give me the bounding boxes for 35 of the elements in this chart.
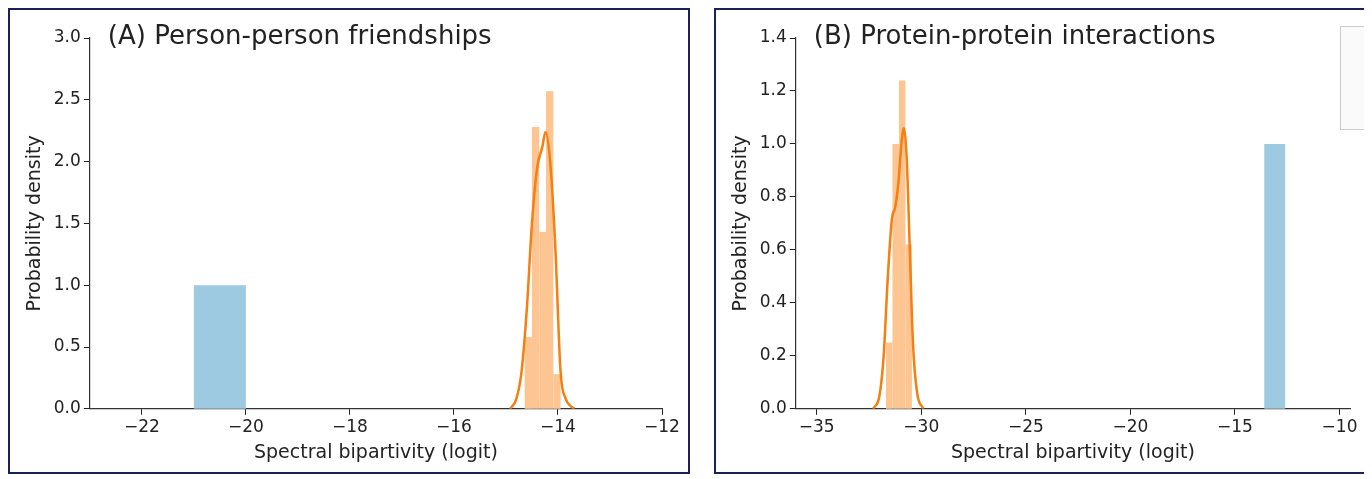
y-tick-label: 1.0 bbox=[759, 132, 787, 153]
y-tick-label: 0.8 bbox=[759, 185, 787, 206]
x-tick-label: −25 bbox=[1007, 416, 1044, 437]
line-series bbox=[871, 126, 925, 409]
x-tick-label: −16 bbox=[435, 416, 472, 437]
y-tick-label: 0.2 bbox=[759, 344, 787, 365]
x-tick-label: −15 bbox=[1217, 416, 1253, 437]
y-tick-label: 0.0 bbox=[53, 397, 81, 418]
y-tick-label: 1.0 bbox=[53, 273, 81, 294]
y-tick-label: 2.5 bbox=[53, 88, 81, 109]
x-tick-label: −10 bbox=[1321, 416, 1358, 437]
y-tick-label: 1.4 bbox=[759, 26, 787, 47]
y-tick-label: 0.0 bbox=[759, 397, 787, 418]
x-tick-label: −14 bbox=[540, 416, 576, 437]
y-tick-label: 3.0 bbox=[53, 26, 81, 47]
x-tick-label: −35 bbox=[798, 416, 835, 437]
y-tick-label: 1.5 bbox=[53, 211, 81, 232]
y-tick-label: 0.4 bbox=[759, 291, 787, 312]
y-tick-label: 0.6 bbox=[759, 238, 787, 259]
y-axis-title: Probability density bbox=[22, 135, 45, 312]
x-axis-title: Spectral bipartivity (logit) bbox=[254, 439, 498, 462]
x-tick-label: −18 bbox=[331, 416, 368, 437]
x-axis-title: Spectral bipartivity (logit) bbox=[951, 439, 1195, 462]
x-tick-label: −20 bbox=[1112, 416, 1149, 437]
y-tick-label: 2.0 bbox=[53, 150, 81, 171]
x-tick-label: −30 bbox=[903, 416, 940, 437]
y-tick-label: 0.5 bbox=[53, 335, 81, 356]
x-tick-label: −20 bbox=[227, 416, 264, 437]
x-tick-label: −22 bbox=[123, 416, 160, 437]
x-tick-label: −12 bbox=[644, 416, 680, 437]
y-tick-label: 1.2 bbox=[759, 79, 787, 100]
line-series bbox=[508, 130, 576, 409]
chart-title: (B) Protein-protein interactions bbox=[813, 19, 1216, 50]
y-axis-title: Probability density bbox=[728, 135, 751, 312]
chart-title: (A) Person-person friendships bbox=[107, 19, 492, 50]
